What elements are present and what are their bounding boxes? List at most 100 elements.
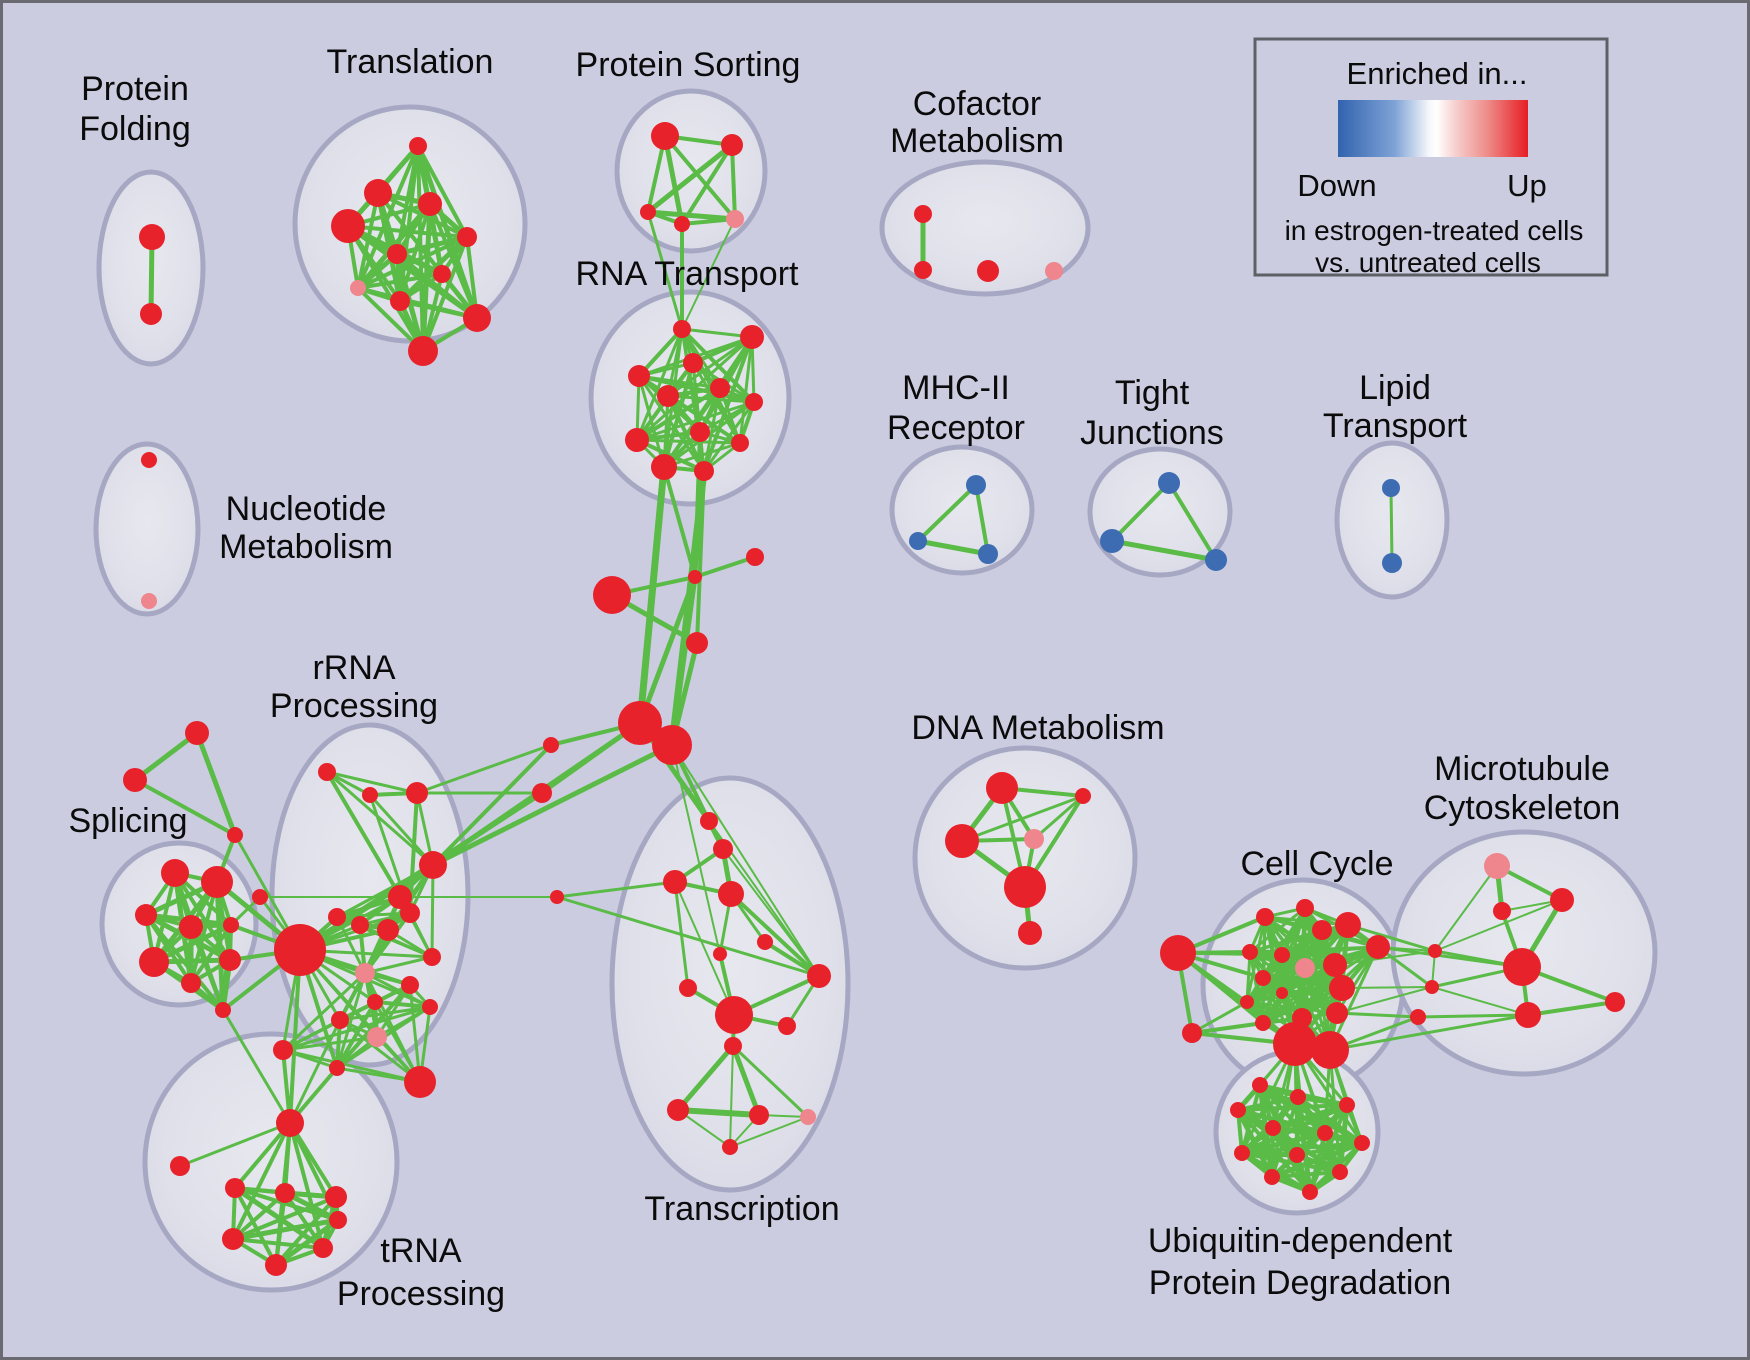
node-tx9 bbox=[715, 996, 753, 1034]
edge-cn7-rr3t bbox=[415, 743, 553, 795]
cluster-label-cell-cycle: Cell Cycle bbox=[1240, 845, 1393, 883]
edge-rr14-rr18 bbox=[335, 983, 412, 1070]
node-mc2 bbox=[1550, 888, 1574, 912]
edge-rt4-rt7 bbox=[637, 374, 756, 404]
cluster-ellipse-rrna-processing bbox=[269, 722, 471, 1068]
node-cn8 bbox=[532, 783, 552, 803]
legend: Enriched in... Down Up in estrogen-treated … bbox=[1253, 37, 1609, 278]
node-rr9 bbox=[400, 903, 420, 923]
node-ub10 bbox=[1264, 1169, 1280, 1185]
node-cn6 bbox=[652, 725, 692, 765]
edge-rr2-rr3 bbox=[368, 793, 435, 867]
edge-rr15-rr16 bbox=[373, 1000, 432, 1009]
edge-mc8-mc9 bbox=[1526, 1000, 1617, 1017]
node-cf4 bbox=[1045, 262, 1063, 280]
node-cc4 bbox=[1296, 899, 1314, 917]
node-rt7 bbox=[745, 393, 763, 411]
node-cc9 bbox=[1274, 947, 1290, 963]
node-mc8 bbox=[1515, 1002, 1541, 1028]
edge-cn9-tx3 bbox=[555, 880, 677, 899]
cluster-label-nucleotide-metabolism: Metabolism bbox=[219, 528, 393, 566]
edge-rt8-rt12 bbox=[635, 438, 706, 473]
edge-ps2-ps3 bbox=[645, 142, 735, 215]
node-rt4 bbox=[628, 365, 650, 387]
node-tx8 bbox=[807, 964, 831, 988]
edge-rt1-rt8 bbox=[635, 327, 684, 442]
node-tr8 bbox=[350, 280, 366, 296]
node-rt12 bbox=[694, 461, 714, 481]
cluster-label-rna-transport: RNA Transport bbox=[576, 255, 800, 293]
node-rr7 bbox=[351, 916, 369, 934]
node-rr3t bbox=[406, 782, 428, 804]
cluster-label-protein-sorting: Protein Sorting bbox=[576, 46, 801, 84]
edge-rt10-rt11 bbox=[662, 441, 742, 469]
node-mc9 bbox=[1605, 992, 1625, 1012]
node-tn3 bbox=[325, 1186, 347, 1208]
edge-tn4-tn7 bbox=[230, 1217, 341, 1242]
node-ub3 bbox=[1339, 1097, 1355, 1113]
node-tr6 bbox=[387, 244, 407, 264]
node-sp8 bbox=[219, 949, 241, 971]
edge-mc4-cc6 bbox=[1346, 923, 1437, 953]
node-rr2 bbox=[362, 787, 378, 803]
node-cn5 bbox=[618, 701, 662, 745]
cluster-label-cofactor-metabolism: Metabolism bbox=[890, 122, 1064, 160]
edge-cc2-cc14 bbox=[1190, 1000, 1249, 1035]
cluster-label-dna-metabolism: DNA Metabolism bbox=[911, 709, 1164, 747]
node-pf1 bbox=[139, 224, 165, 250]
node-rr11 bbox=[423, 948, 441, 966]
cluster-label-mhc-ii-receptor: MHC-II bbox=[902, 369, 1010, 407]
cluster-label-cofactor-metabolism: Cofactor bbox=[913, 85, 1042, 123]
edge-ub10-ub11 bbox=[1270, 1170, 1342, 1179]
node-rr4 bbox=[388, 885, 412, 909]
edge-tnh-tn4 bbox=[231, 1121, 292, 1241]
edge-tr1-tr5 bbox=[416, 144, 469, 239]
edge-tn3-tn6 bbox=[274, 1195, 338, 1267]
edge-rr9-rr10 bbox=[363, 911, 412, 975]
edge-cc19-ub10 bbox=[1270, 1042, 1297, 1179]
edge-tn2-tn5 bbox=[283, 1191, 325, 1250]
edge-cc20-ub11 bbox=[1328, 1048, 1342, 1174]
edge-rt6-rt8 bbox=[635, 386, 722, 442]
node-tx3 bbox=[663, 870, 687, 894]
node-rr6 bbox=[328, 908, 346, 926]
node-tg1 bbox=[185, 721, 209, 745]
node-tr5 bbox=[457, 227, 477, 247]
node-tx11 bbox=[724, 1037, 742, 1055]
cluster-label-nucleotide-metabolism: Nucleotide bbox=[226, 490, 387, 528]
node-mc4 bbox=[1428, 944, 1442, 958]
edge-rr14-rr17 bbox=[408, 983, 422, 1084]
node-cc12 bbox=[1255, 970, 1271, 986]
node-rt10 bbox=[731, 434, 749, 452]
edge-tr4-tr11 bbox=[346, 224, 425, 353]
edge-mc1-mc4 bbox=[1434, 865, 1498, 952]
edge-rt7-rt8 bbox=[635, 400, 756, 442]
node-cc10 bbox=[1295, 958, 1315, 978]
node-cf3 bbox=[977, 260, 999, 282]
node-nm2 bbox=[141, 593, 157, 609]
cluster-label-tight-junctions: Junctions bbox=[1080, 414, 1224, 452]
edge-mc6-cc7 bbox=[1376, 945, 1524, 969]
node-rr10 bbox=[355, 963, 375, 983]
node-tx14 bbox=[800, 1109, 816, 1125]
edge-dm2-dm3 bbox=[960, 794, 1085, 843]
node-tr1 bbox=[409, 137, 427, 155]
edge-mc5-cc13 bbox=[1341, 986, 1433, 989]
node-mh3 bbox=[978, 544, 998, 564]
node-tnh bbox=[276, 1109, 304, 1137]
edge-ps1-ps5 bbox=[663, 134, 737, 221]
legend-gradient-bar bbox=[1338, 100, 1528, 157]
node-rt6 bbox=[710, 378, 730, 398]
edge-tx11-tx13 bbox=[730, 1043, 762, 1118]
node-rt1 bbox=[673, 320, 691, 338]
edge-tr5-tr6 bbox=[394, 234, 470, 257]
node-tj3 bbox=[1205, 549, 1227, 571]
edge-tj1-tj3 bbox=[1167, 481, 1218, 562]
edge-mc4-mc2 bbox=[1434, 899, 1563, 952]
node-dm1 bbox=[986, 772, 1018, 804]
edge-tn2-tn4 bbox=[231, 1191, 287, 1241]
edge-tr4-tr5 bbox=[346, 224, 469, 239]
edge-tnh-tn0 bbox=[178, 1121, 292, 1168]
